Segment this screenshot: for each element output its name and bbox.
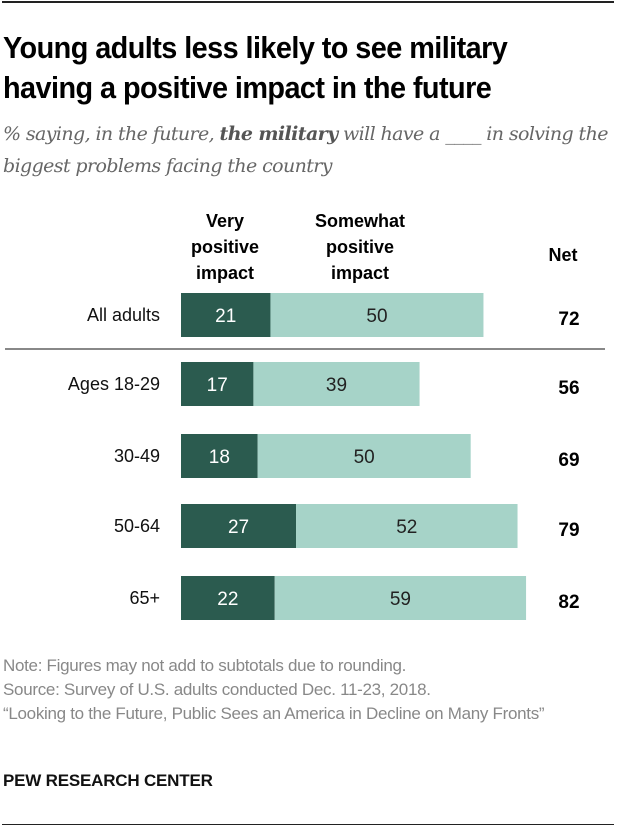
brand-logo-text: PEW RESEARCH CENTER [3,771,213,790]
bar-segment [274,576,527,620]
category-label: All adults [87,305,160,325]
subtitle-text: % saying, in the future, [3,123,220,145]
category-label: 65+ [129,588,160,608]
bar-segment [181,576,275,620]
net-header: Net [548,245,578,265]
bar-segment [181,362,254,406]
bar-segment [270,293,484,337]
report-title: “Looking to the Future, Public Sees an A… [3,704,545,723]
data-label: 21 [215,306,236,327]
net-value: 56 [558,378,579,399]
net-value: 72 [558,309,579,330]
net-value: 82 [558,592,579,613]
data-label: 39 [326,375,347,396]
net-value: 79 [558,520,579,541]
title-line: Young adults less likely to see military [3,30,508,65]
data-label: 50 [354,447,375,468]
category-label: Ages 18-29 [68,374,160,394]
data-label: 27 [228,517,249,538]
data-label: 50 [366,306,387,327]
category-label: 30-49 [114,446,160,466]
bar-segment [181,293,271,337]
legend-somewhat-positive: Somewhat positive impact [314,211,406,283]
data-label: 52 [396,517,417,538]
subtitle-bold: the military [219,123,339,145]
bar-segment [296,504,518,548]
source: Source: Survey of U.S. adults conducted … [3,680,431,699]
bar-segment [253,362,420,406]
subtitle-text: will have a ____ in solving the biggest … [3,123,608,177]
bar-segment [257,434,471,478]
chart-title: Young adults less likely to see military… [3,28,580,108]
bar-segment [181,434,258,478]
top-rule [2,1,614,3]
data-label: 18 [209,447,230,468]
data-label: 59 [390,589,411,610]
data-label: 17 [207,375,228,396]
title-line: having a positive impact in the future [3,70,492,105]
note: Note: Figures may not add to subtotals d… [3,656,407,675]
legend-very-positive: Very positive impact [190,211,260,283]
bar-segment [181,504,297,548]
bottom-rule [2,824,614,825]
net-value: 69 [558,450,579,471]
category-label: 50-64 [114,516,160,536]
footer: Note: Figures may not add to subtotals d… [3,654,613,726]
chart-subtitle: % saying, in the future, the military wi… [3,118,623,182]
data-label: 22 [217,589,238,610]
